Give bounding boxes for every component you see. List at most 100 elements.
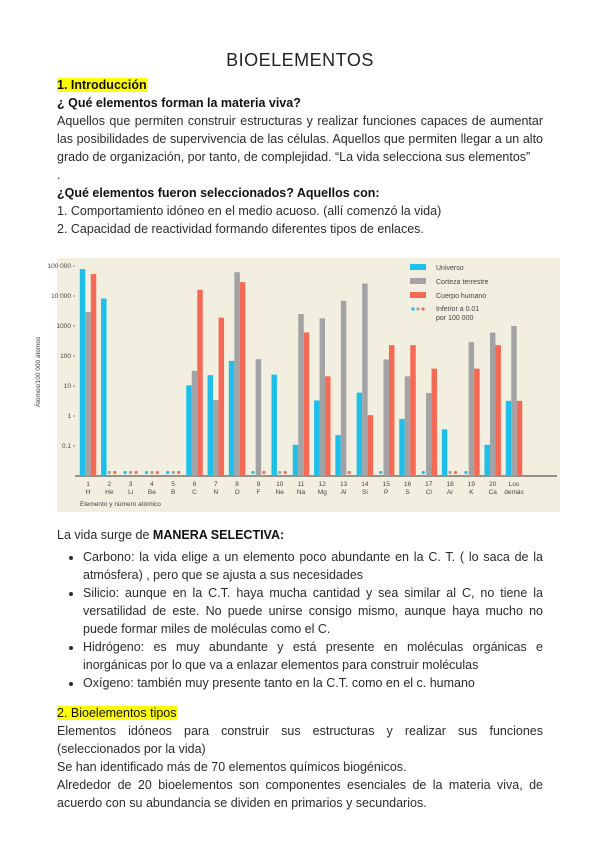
null-marker <box>251 470 255 475</box>
lower-content: La vida surge de MANERA SELECTIVA: Carbo… <box>57 526 543 812</box>
x-tick-number: 13 <box>340 481 348 488</box>
bullet-silicio: Silicio: aunque en la C.T. haya mucha ca… <box>83 584 543 638</box>
x-tick-number: 4 <box>150 481 154 488</box>
x-tick-number: 5 <box>171 481 175 488</box>
x-tick-number: 14 <box>361 481 369 488</box>
null-marker <box>379 470 383 475</box>
chart-svg: 100 000 10 000 1000 100 10 1 0.1 Átomos/100 000… <box>33 263 557 508</box>
null-marker <box>134 470 138 475</box>
bar-corteza-terrestre <box>319 318 326 476</box>
x-tick-symbol: S <box>405 489 410 496</box>
bar-universo <box>399 418 405 476</box>
x-tick-number: 17 <box>425 481 433 488</box>
x-tick-symbol: demás <box>504 489 524 496</box>
bar-universo <box>292 444 299 476</box>
x-tick-symbol: P <box>384 489 388 496</box>
criterion-2: 2. Capacidad de reactividad formando dif… <box>57 222 424 236</box>
legend-null-marker <box>421 307 425 311</box>
bar-universo <box>271 374 277 476</box>
page-title: BIOELEMENTOS <box>226 50 374 70</box>
null-marker <box>129 470 133 475</box>
selection-lead: La vida surge de <box>57 528 153 542</box>
null-marker <box>123 470 127 475</box>
x-tick-symbol: B <box>171 489 175 496</box>
null-marker <box>278 470 282 475</box>
legend-swatch <box>410 278 426 284</box>
bar-corteza-terrestre <box>383 359 389 476</box>
x-tick-symbol: Be <box>148 489 156 496</box>
dot: . <box>57 168 61 182</box>
null-marker <box>448 470 452 475</box>
bar-universo <box>441 429 448 476</box>
x-tick-number: 8 <box>235 481 239 488</box>
bar-cuerpo-humano <box>90 274 97 476</box>
x-tick-number: 6 <box>193 481 197 488</box>
legend-swatch <box>410 264 426 270</box>
bar-cuerpo-humano <box>431 368 438 476</box>
bar-cuerpo-humano <box>474 368 480 476</box>
bar-universo <box>79 269 86 476</box>
types-line-1: Elementos idóneos para construir sus est… <box>57 724 543 756</box>
bar-universo <box>484 444 490 476</box>
x-tick-number: Los <box>509 481 520 488</box>
null-marker <box>177 470 181 475</box>
y-tick-label: 1 <box>67 413 71 420</box>
bar-corteza-terrestre <box>489 332 496 476</box>
x-tick-number: 7 <box>214 481 218 488</box>
null-marker <box>421 470 425 475</box>
legend-label: Universo <box>436 265 464 272</box>
bar-universo <box>228 360 235 476</box>
x-tick-symbol: Li <box>128 489 133 496</box>
y-tick-label: 10 000 <box>51 293 71 300</box>
x-tick-symbol: Mg <box>318 489 327 496</box>
intro-section: 1. Introducción ¿ Qué elementos forman l… <box>57 76 543 238</box>
bullet-carbono: Carbono: la vida elige a un elemento poc… <box>83 548 543 584</box>
bar-corteza-terrestre <box>468 342 475 476</box>
null-marker <box>347 470 351 475</box>
selection-lead-bold: MANERA SELECTIVA: <box>152 528 285 542</box>
selection-section: La vida surge de MANERA SELECTIVA: Carbo… <box>57 526 543 692</box>
legend-null-label: Inferior a 0.01 <box>436 306 479 313</box>
x-tick-number: 2 <box>107 481 111 488</box>
null-marker <box>171 470 175 475</box>
legend-null-label: por 100 000 <box>436 315 473 322</box>
bar-cuerpo-humano <box>303 332 310 476</box>
y-tick-label: 1000 <box>57 323 72 330</box>
y-tick-label: 100 000 <box>48 263 72 270</box>
y-tick-label: 0.1 <box>62 443 71 450</box>
x-tick-number: 9 <box>257 481 261 488</box>
bar-corteza-terrestre <box>340 300 347 476</box>
bar-corteza-terrestre <box>404 376 411 476</box>
bullet-oxigeno: Oxígeno: también muy presente tanto en l… <box>83 674 543 692</box>
x-tick-number: 16 <box>404 481 412 488</box>
x-tick-symbol: O <box>235 489 240 496</box>
bar-corteza-terrestre <box>213 400 219 476</box>
y-tick-label: 10 <box>64 383 72 390</box>
question-2: ¿Qué elementos fueron seleccionados? Aqu… <box>57 186 380 200</box>
bar-universo <box>505 400 512 476</box>
intro-paragraph: Aquellos que permiten construir estructu… <box>57 114 543 164</box>
bar-cuerpo-humano <box>516 400 523 476</box>
criterion-1: 1. Comportamiento idóneo en el medio acu… <box>57 204 442 218</box>
selection-list: Carbono: la vida elige a un elemento poc… <box>57 548 543 692</box>
x-tick-symbol: C <box>192 489 197 496</box>
x-tick-symbol: Ne <box>276 489 285 496</box>
x-tick-symbol: H <box>86 489 91 496</box>
y-tick-label: 100 <box>60 353 71 360</box>
section-heading-intro: 1. Introducción <box>57 78 147 92</box>
x-tick-symbol: F <box>256 489 260 496</box>
bar-cuerpo-humano <box>239 282 246 476</box>
abundance-chart: 100 000 10 000 1000 100 10 1 0.1 Átomos/100 000… <box>30 258 560 512</box>
null-marker <box>262 470 266 475</box>
types-line-3: Alrededor de 20 bioelementos son compone… <box>57 778 543 810</box>
bar-corteza-terrestre <box>298 314 304 476</box>
x-tick-number: 10 <box>276 481 284 488</box>
bar-corteza-terrestre <box>191 370 198 476</box>
x-tick-symbol: Ar <box>447 489 454 496</box>
y-axis-label: Átomos/100 000 átomos <box>33 336 42 407</box>
null-marker <box>107 470 111 475</box>
null-marker <box>454 470 458 475</box>
null-marker <box>155 470 159 475</box>
x-axis-label: Elemento y número atómico <box>80 501 161 508</box>
null-marker <box>150 470 154 475</box>
